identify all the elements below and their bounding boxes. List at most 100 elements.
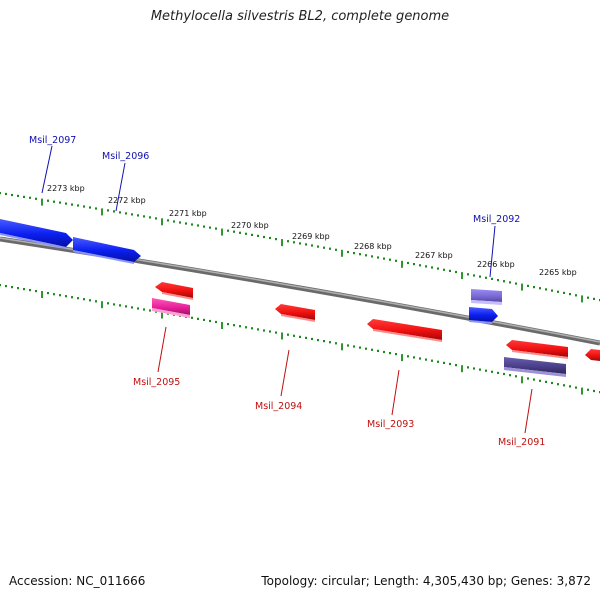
tick-label-2267: 2267 kbp	[415, 251, 453, 260]
major-tick	[221, 322, 223, 329]
minor-tick	[527, 377, 529, 380]
minor-tick	[173, 220, 175, 223]
leader-msil-2092	[489, 225, 496, 278]
upper-tick-track	[0, 192, 600, 303]
minor-tick	[539, 287, 541, 290]
gene-msil-2092-lavender[interactable]	[471, 289, 502, 305]
minor-tick	[347, 344, 349, 347]
minor-tick	[515, 282, 517, 285]
label-msil-2092[interactable]: Msil_2092	[473, 214, 520, 225]
gene-msil-2096[interactable]	[73, 237, 141, 264]
label-msil-2094[interactable]: Msil_2094	[255, 401, 302, 412]
label-msil-2095[interactable]: Msil_2095	[133, 377, 180, 388]
minor-tick	[407, 261, 409, 265]
major-tick	[281, 239, 283, 247]
minor-tick	[23, 288, 25, 291]
minor-tick	[17, 194, 19, 197]
gene-msil-2091-navy[interactable]	[504, 357, 566, 377]
gene-partial-right[interactable]	[585, 349, 600, 361]
minor-tick	[557, 383, 559, 386]
minor-tick	[149, 216, 151, 219]
major-tick	[581, 295, 583, 303]
minor-tick	[389, 258, 391, 261]
minor-tick	[191, 223, 193, 226]
minor-tick	[179, 221, 181, 224]
minor-tick	[311, 337, 313, 341]
minor-tick	[203, 318, 205, 321]
major-tick	[461, 365, 463, 373]
minor-tick	[389, 352, 391, 355]
gene-msil-2095-pink[interactable]	[152, 298, 190, 318]
minor-tick	[197, 224, 199, 227]
label-msil-2097[interactable]: Msil_2097	[29, 135, 76, 146]
label-msil-2091[interactable]: Msil_2091	[498, 437, 545, 448]
minor-tick	[17, 287, 19, 290]
gene-msil-2092[interactable]	[469, 307, 498, 324]
minor-tick	[497, 371, 499, 374]
minor-tick	[329, 341, 331, 344]
gene-msil-2091[interactable]	[506, 340, 568, 359]
minor-tick	[11, 286, 13, 289]
minor-tick	[263, 329, 265, 332]
minor-tick	[287, 333, 289, 336]
minor-tick	[11, 193, 13, 197]
minor-tick	[431, 359, 433, 362]
major-tick	[401, 260, 403, 268]
minor-tick	[131, 306, 133, 309]
minor-tick	[137, 214, 139, 217]
minor-tick	[245, 232, 247, 235]
tick-label-2273: 2273 kbp	[47, 184, 85, 193]
minor-tick	[149, 309, 151, 312]
minor-tick	[209, 226, 211, 229]
major-tick	[341, 249, 343, 257]
minor-tick	[335, 342, 337, 345]
minor-tick	[317, 245, 319, 248]
minor-tick	[467, 366, 469, 369]
minor-tick	[263, 235, 265, 239]
minor-tick	[503, 372, 505, 376]
minor-tick	[485, 369, 487, 372]
gene-msil-2094[interactable]	[275, 304, 315, 322]
minor-tick	[119, 304, 121, 307]
major-tick	[281, 332, 283, 340]
minor-tick	[29, 196, 31, 199]
minor-tick	[593, 297, 595, 300]
minor-tick	[71, 296, 73, 299]
minor-tick	[479, 275, 481, 278]
minor-tick	[287, 240, 289, 243]
minor-tick	[557, 290, 559, 293]
minor-tick	[59, 201, 61, 204]
minor-tick	[299, 242, 301, 245]
minor-tick	[227, 229, 229, 232]
minor-tick	[479, 368, 481, 371]
minor-tick	[257, 328, 259, 331]
accession-text: Accession: NC_011666	[9, 574, 146, 588]
minor-tick	[431, 266, 433, 269]
minor-tick	[443, 268, 445, 271]
minor-tick	[425, 358, 427, 361]
label-msil-2093[interactable]: Msil_2093	[367, 419, 414, 430]
gene-msil-2095[interactable]	[155, 282, 193, 300]
minor-tick	[491, 277, 493, 280]
minor-tick	[239, 231, 241, 234]
minor-tick	[371, 348, 373, 351]
minor-tick	[443, 361, 445, 364]
gene-msil-2093[interactable]	[367, 319, 442, 342]
minor-tick	[473, 274, 475, 277]
minor-tick	[359, 346, 361, 349]
tick-label-2268: 2268 kbp	[354, 242, 392, 251]
major-tick	[461, 272, 463, 280]
minor-tick	[587, 296, 589, 299]
minor-tick	[83, 205, 85, 208]
minor-tick	[455, 364, 457, 367]
label-msil-2096[interactable]: Msil_2096	[102, 151, 149, 162]
gene-msil-2097[interactable]	[0, 219, 73, 249]
minor-tick	[143, 308, 145, 311]
major-tick	[521, 376, 523, 384]
minor-tick	[209, 319, 211, 323]
minor-tick	[191, 316, 193, 319]
minor-tick	[323, 246, 325, 249]
minor-tick	[551, 381, 553, 385]
minor-tick	[293, 334, 295, 337]
